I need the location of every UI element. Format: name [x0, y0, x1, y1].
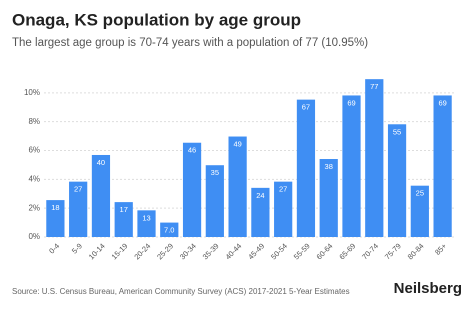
y-tick-label: 8%	[28, 117, 40, 126]
data-label: 69	[347, 98, 355, 107]
bar	[433, 95, 452, 238]
data-label: 35	[211, 168, 219, 177]
y-tick-label: 4%	[28, 174, 40, 183]
data-label: 49	[233, 140, 241, 149]
x-tick-label: 80-84	[406, 241, 426, 261]
data-label: 55	[393, 127, 401, 136]
data-label: 13	[142, 213, 150, 222]
data-label: 7.0	[164, 226, 174, 235]
x-tick-label: 30-34	[178, 241, 198, 261]
x-tick-label: 25-29	[155, 241, 175, 261]
data-label: 67	[302, 103, 310, 112]
x-tick-label: 20-24	[132, 241, 152, 261]
data-label: 46	[188, 146, 196, 155]
bar	[69, 181, 88, 237]
x-tick-label: 35-39	[201, 241, 221, 261]
y-tick-label: 10%	[24, 88, 40, 97]
data-label: 18	[51, 203, 59, 212]
bar	[46, 200, 65, 237]
chart-subtitle: The largest age group is 70-74 years wit…	[12, 37, 368, 49]
data-label: 27	[74, 185, 82, 194]
data-label: 77	[370, 82, 378, 91]
source: Source: U.S. Census Bureau, American Com…	[12, 287, 350, 296]
data-label: 69	[438, 98, 446, 107]
bar	[160, 222, 179, 237]
x-tick-label: 50-54	[269, 241, 289, 261]
x-tick-label: 0-4	[47, 241, 61, 255]
bar	[228, 136, 247, 237]
x-tick-label: 15-19	[110, 241, 130, 261]
bar	[410, 185, 429, 237]
x-tick-label: 60-64	[315, 241, 335, 261]
chart-title: Onaga, KS population by age group	[12, 10, 301, 29]
data-label: 27	[279, 185, 287, 194]
bar	[296, 99, 316, 237]
bar	[205, 165, 224, 237]
data-label: 38	[325, 162, 333, 171]
bar	[91, 154, 111, 237]
bar	[274, 181, 293, 237]
bar	[114, 202, 133, 237]
y-tick-label: 0%	[28, 232, 40, 241]
x-tick-label: 75-79	[383, 241, 403, 261]
x-tick-label: 40-44	[223, 241, 243, 261]
bar	[137, 210, 156, 237]
data-label: 25	[416, 189, 424, 198]
bar	[387, 124, 407, 237]
bar	[251, 187, 270, 237]
x-tick-label: 85+	[433, 241, 449, 257]
x-tick-label: 5-9	[70, 241, 84, 255]
data-label: 40	[97, 158, 105, 167]
bar	[182, 142, 202, 237]
y-tick-label: 2%	[28, 203, 40, 212]
bar	[319, 159, 338, 237]
brand: Neilsberg	[394, 280, 462, 297]
x-tick-label: 10-14	[87, 241, 107, 261]
x-tick-label: 65-69	[337, 241, 357, 261]
bar	[365, 79, 384, 237]
x-tick-label: 55-59	[292, 241, 312, 261]
x-tick-label: 70-74	[360, 241, 380, 261]
y-tick-label: 6%	[28, 146, 40, 155]
data-label: 24	[256, 191, 264, 200]
x-tick-label: 45-49	[246, 241, 266, 261]
data-label: 17	[120, 205, 128, 214]
bar	[342, 95, 361, 238]
